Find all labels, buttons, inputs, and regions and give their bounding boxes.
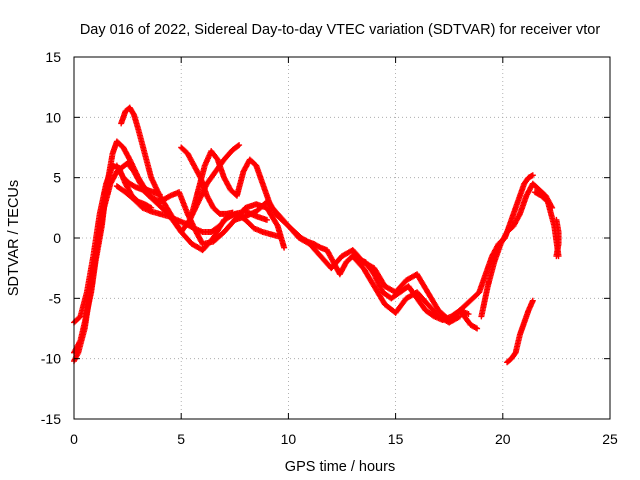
y-tick-label: 15 — [45, 49, 61, 65]
data-point — [236, 142, 243, 149]
data-point — [529, 172, 536, 179]
series-arc-15 — [553, 216, 562, 260]
y-tick-label: 0 — [53, 230, 61, 246]
data-point — [456, 313, 463, 320]
y-axis-label: SDTVAR / TECUs — [6, 180, 22, 296]
y-tick-label: -15 — [41, 411, 61, 427]
x-tick-label: 20 — [495, 431, 511, 447]
data-point — [263, 216, 270, 223]
y-tick-label: -5 — [49, 290, 62, 306]
data-point — [472, 324, 479, 331]
series-arc-6 — [113, 183, 283, 240]
series-arc-10 — [349, 253, 463, 326]
x-tick-label: 15 — [388, 431, 404, 447]
x-tick-label: 0 — [70, 431, 78, 447]
x-tick-label: 5 — [177, 431, 185, 447]
y-tick-label: 10 — [45, 109, 61, 125]
data-point — [529, 297, 536, 304]
x-axis-label: GPS time / hours — [285, 459, 395, 475]
data-point — [235, 142, 242, 149]
data-point — [229, 209, 236, 216]
x-tick-label: 10 — [281, 431, 297, 447]
data-point — [465, 311, 472, 318]
data-point — [511, 350, 518, 357]
data-series — [71, 104, 562, 366]
x-tick-label: 25 — [602, 431, 618, 447]
y-tick-label: 5 — [53, 170, 61, 186]
chart-title: Day 016 of 2022, Sidereal Day-to-day VTE… — [80, 22, 600, 38]
y-tick-label: -10 — [41, 351, 61, 367]
series-arc-9 — [231, 198, 481, 332]
axis-ticks: 0 5 10 15 20 25 -15 -10 -5 0 5 10 15 — [41, 49, 618, 447]
data-point — [553, 253, 560, 260]
series-arc-13 — [504, 297, 536, 366]
data-point — [281, 244, 288, 251]
data-point — [273, 221, 280, 228]
data-point — [276, 233, 283, 240]
data-point — [474, 325, 481, 332]
